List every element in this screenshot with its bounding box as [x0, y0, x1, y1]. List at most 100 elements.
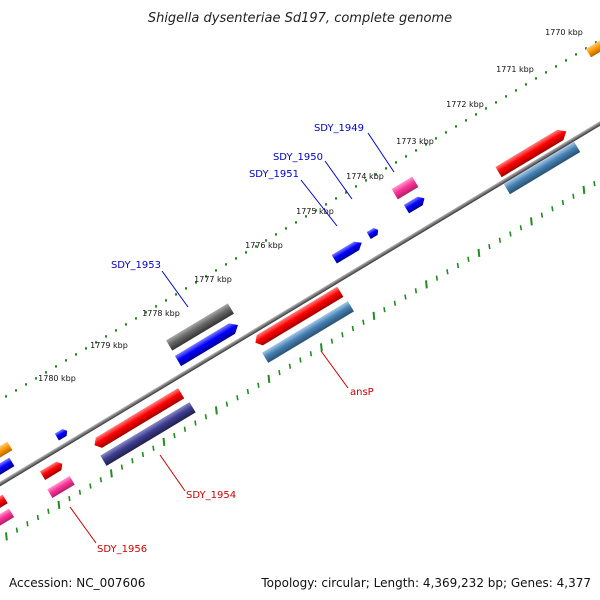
- gene-block-orange[interactable]: [585, 38, 600, 58]
- ruler-dot: [405, 155, 407, 158]
- ruler-tick: [467, 256, 470, 262]
- ruler-dot: [595, 41, 597, 44]
- ruler-tick: [362, 319, 365, 325]
- gene-leader-lines: [69, 132, 395, 544]
- ruler-dot: [385, 167, 387, 170]
- gene-label-sdy1954[interactable]: SDY_1954: [186, 490, 236, 501]
- ruler-tick: [173, 432, 176, 439]
- ruler-tick: [299, 357, 302, 363]
- ruler-dot: [335, 197, 337, 200]
- outer-ruler-dots: [5, 41, 597, 398]
- ruler-dot: [175, 293, 177, 296]
- ruler-tick: [26, 521, 29, 527]
- ruler-dot: [185, 287, 187, 290]
- ruler-tick: [47, 508, 50, 514]
- ruler-tick: [120, 464, 124, 470]
- gene-label-sdy1949[interactable]: SDY_1949: [314, 123, 364, 134]
- ruler-tick: [404, 294, 407, 300]
- ruler-dot: [365, 179, 367, 182]
- gene-block-red[interactable]: [91, 388, 185, 450]
- ruler-tick: [89, 483, 92, 489]
- ruler-tick: [509, 231, 512, 237]
- ruler-tick: [540, 212, 544, 218]
- kbp-label: 1776 kbp: [245, 241, 283, 250]
- gene-label-sdy1953[interactable]: SDY_1953: [111, 260, 161, 271]
- gene-block-blue[interactable]: [54, 427, 69, 441]
- leader-line: [69, 506, 97, 544]
- gene-block-navy[interactable]: [100, 402, 196, 466]
- gene-block-gray[interactable]: [166, 303, 234, 351]
- gene-label-sdy1956[interactable]: SDY_1956: [97, 544, 147, 555]
- ruler-tick: [141, 451, 145, 458]
- ruler-tick: [435, 275, 439, 281]
- ruler-dot: [5, 395, 7, 398]
- gene-block-red[interactable]: [0, 494, 8, 512]
- gene-block-steelblue[interactable]: [503, 141, 581, 195]
- gene-block-red[interactable]: [252, 286, 344, 348]
- ruler-tick: [131, 458, 134, 464]
- ruler-dot: [75, 353, 77, 356]
- ruler-tick: [183, 426, 187, 432]
- gene-label-ansp[interactable]: ansP: [350, 387, 374, 398]
- gene-block-orange[interactable]: [0, 441, 13, 460]
- gene-block-pink[interactable]: [391, 176, 419, 200]
- kbp-label: 1775 kbp: [296, 207, 334, 216]
- gene-label-sdy1951[interactable]: SDY_1951: [249, 169, 299, 180]
- ruler-tick: [330, 338, 334, 344]
- ruler-dot: [215, 269, 217, 272]
- gene-block-steelblue[interactable]: [262, 301, 354, 363]
- gene-block-pink[interactable]: [0, 508, 15, 529]
- kbp-label: 1770 kbp: [545, 28, 583, 37]
- ruler-tick: [5, 532, 8, 541]
- ruler-tick: [593, 180, 596, 187]
- gene-block-blue[interactable]: [366, 226, 381, 240]
- ruler-dot: [505, 95, 507, 98]
- ruler-dot: [35, 377, 37, 380]
- gene-block-pink[interactable]: [47, 476, 75, 498]
- ruler-tick: [561, 199, 565, 206]
- ruler-tick: [162, 437, 166, 446]
- kbp-label: 1779 kbp: [90, 341, 128, 350]
- gene-block-red[interactable]: [39, 460, 65, 480]
- ruler-dot: [515, 89, 517, 92]
- ruler-tick: [215, 406, 218, 415]
- ruler-tick: [383, 306, 386, 313]
- leader-line: [159, 454, 186, 492]
- ruler-tick: [257, 382, 260, 388]
- ruler-dot: [575, 53, 577, 56]
- ruler-tick: [236, 395, 239, 401]
- topology-summary-text: Topology: circular; Length: 4,369,232 bp…: [260, 576, 591, 590]
- ruler-tick: [351, 325, 355, 332]
- gene-block-blue[interactable]: [0, 457, 15, 476]
- inner-ruler-ticks: [5, 180, 596, 541]
- ruler-tick: [194, 420, 197, 426]
- ruler-tick: [225, 401, 229, 407]
- ruler-tick: [530, 217, 533, 226]
- ruler-dot: [85, 347, 87, 350]
- gene-block-blue[interactable]: [403, 194, 427, 214]
- ruler-tick: [36, 514, 40, 521]
- leader-line: [161, 270, 189, 308]
- ruler-dot: [425, 143, 427, 146]
- ruler-dot: [265, 239, 267, 242]
- genome-backbone: [0, 101, 600, 497]
- ruler-tick: [425, 280, 428, 289]
- accession-text: Accession: NC_007606: [9, 576, 145, 590]
- ruler-tick: [15, 527, 19, 533]
- ruler-dot: [325, 203, 327, 206]
- ruler-dot: [485, 107, 487, 110]
- ruler-dot: [225, 263, 227, 266]
- gene-block-blue[interactable]: [331, 238, 365, 264]
- ruler-tick: [488, 243, 491, 250]
- ruler-tick: [68, 495, 71, 502]
- ruler-dot: [155, 305, 157, 308]
- ruler-dot: [45, 371, 47, 374]
- ruler-tick: [519, 225, 523, 231]
- ruler-dot: [345, 191, 347, 194]
- ruler-dot: [415, 149, 417, 152]
- gene-block-red[interactable]: [495, 126, 569, 178]
- gene-block-blue[interactable]: [174, 320, 241, 367]
- gene-label-sdy1950[interactable]: SDY_1950: [273, 152, 323, 163]
- ruler-tick: [309, 351, 313, 357]
- kbp-label: 1774 kbp: [346, 172, 384, 181]
